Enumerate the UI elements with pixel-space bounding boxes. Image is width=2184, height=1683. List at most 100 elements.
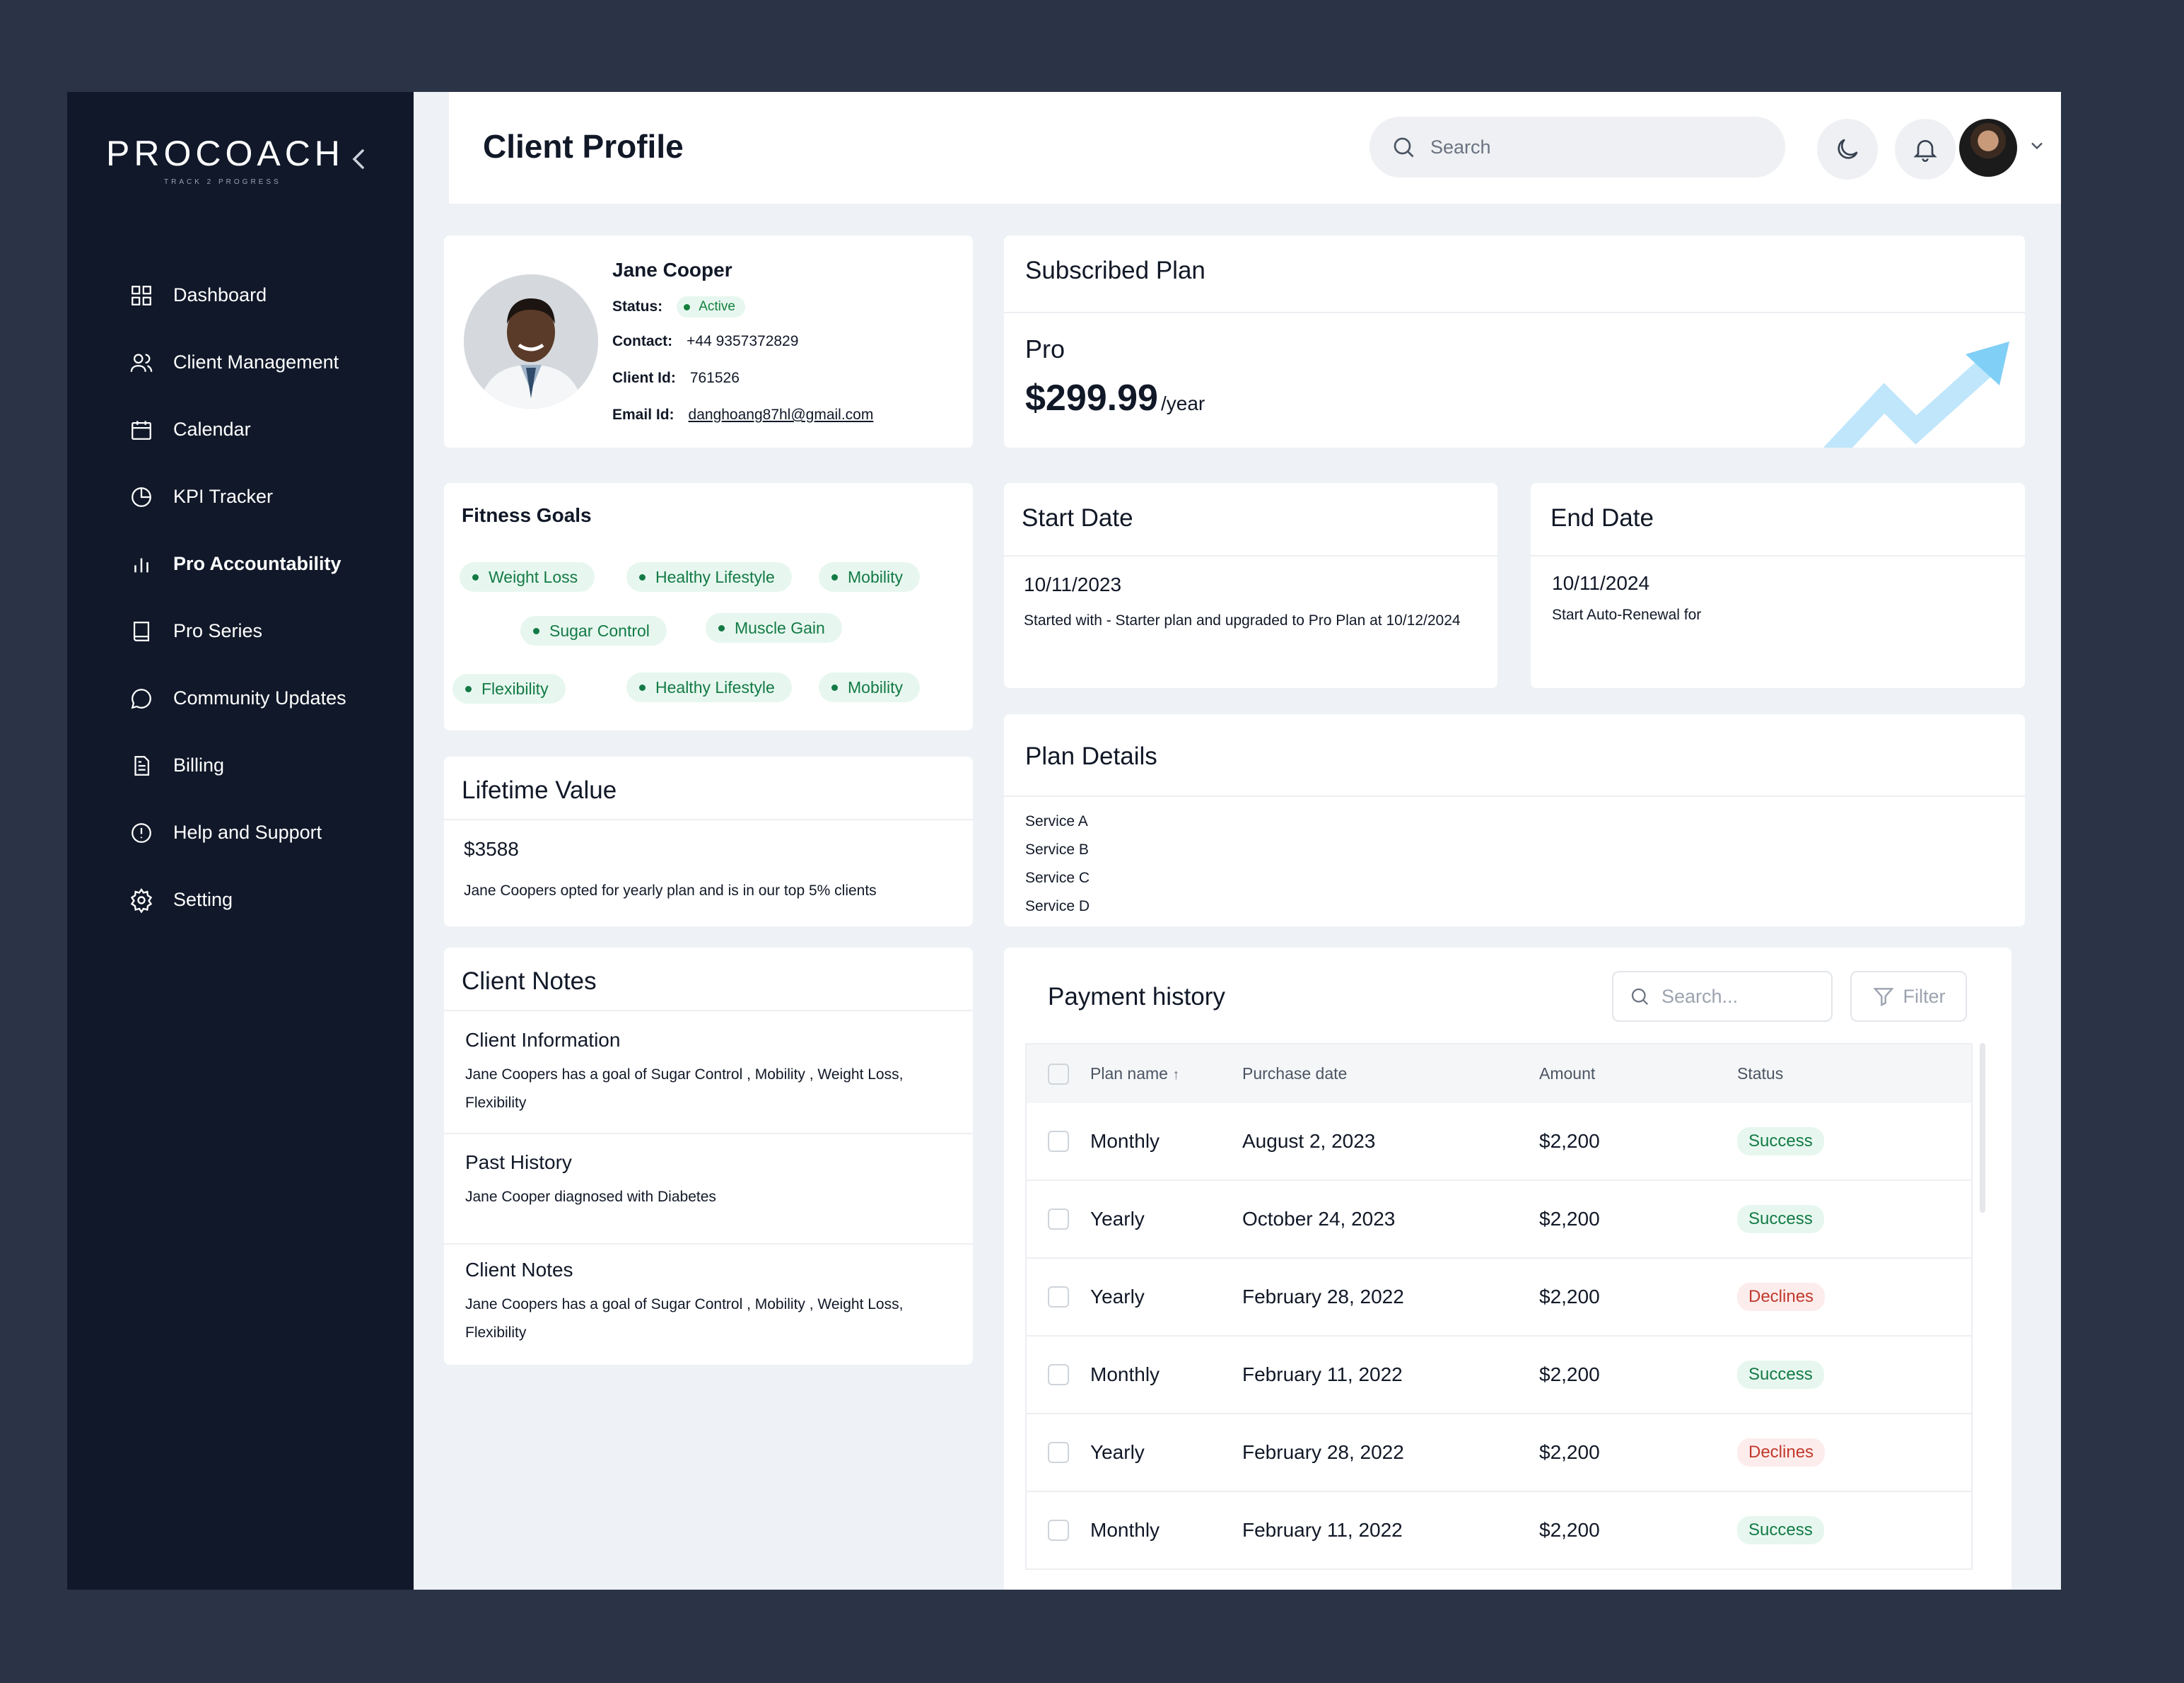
goal-chip: Sugar Control (520, 616, 667, 646)
lifetime-value-amount: $3588 (464, 838, 519, 860)
sidebar-item-calendar[interactable]: Calendar (127, 396, 403, 463)
sidebar-item-setting[interactable]: Setting (127, 866, 403, 933)
global-search[interactable] (1370, 117, 1785, 177)
sidebar-item-label: Community Updates (173, 687, 346, 709)
start-date-card: Start Date 10/11/2023 Started with - Sta… (1004, 483, 1497, 688)
sidebar-item-kpi-tracker[interactable]: KPI Tracker (127, 463, 403, 530)
sidebar-item-pro-series[interactable]: Pro Series (127, 598, 403, 665)
main-content: Client Profile (414, 92, 2061, 1590)
plan-details-card: Plan Details Service A Service B Service… (1004, 714, 2025, 926)
client-profile-card: Jane Cooper Status: Active Contact: +44 … (444, 235, 973, 448)
email-label: Email Id: (612, 407, 675, 423)
client-id-label: Client Id: (612, 370, 676, 386)
cell-amount: $2,200 (1539, 1519, 1600, 1541)
search-input[interactable] (1430, 136, 1770, 158)
pie-chart-icon (127, 483, 156, 511)
cell-plan: Monthly (1090, 1519, 1160, 1541)
cell-date: February 28, 2022 (1242, 1286, 1404, 1308)
client-name: Jane Cooper (612, 259, 732, 281)
goal-chip-label: Flexibility (481, 679, 549, 698)
service-item: Service B (1025, 842, 1089, 858)
cell-plan: Yearly (1090, 1441, 1145, 1463)
chat-icon (127, 685, 156, 713)
sidebar-item-client-management[interactable]: Client Management (127, 329, 403, 396)
note-heading: Past History (465, 1151, 572, 1173)
account-menu-toggle[interactable] (2027, 136, 2047, 159)
cell-date: August 2, 2023 (1242, 1130, 1376, 1152)
column-plan-name[interactable]: Plan name ↑ (1090, 1064, 1242, 1083)
payment-search-input[interactable] (1662, 985, 1831, 1008)
arrow-up-icon: ↑ (1172, 1067, 1180, 1083)
goal-chip: Mobility (819, 562, 920, 592)
row-checkbox[interactable] (1048, 1131, 1069, 1152)
sidebar-item-label: Pro Accountability (173, 553, 341, 574)
lifetime-value-title: Lifetime Value (462, 776, 617, 804)
sidebar-item-community-updates[interactable]: Community Updates (127, 665, 403, 732)
email-row: Email Id: danghoang87hl@gmail.com (612, 407, 873, 424)
end-date-note: Start Auto-Renewal for (1552, 607, 1702, 623)
column-amount[interactable]: Amount (1539, 1064, 1596, 1083)
sidebar-item-label: Client Management (173, 351, 339, 373)
service-item: Service C (1025, 870, 1090, 886)
page-title: Client Profile (483, 128, 684, 165)
goal-chip-label: Weight Loss (489, 567, 578, 586)
sidebar-item-billing[interactable]: Billing (127, 732, 403, 799)
goal-chip: Muscle Gain (706, 613, 842, 643)
services-list: Service A Service B Service C Service D (1025, 808, 1090, 921)
sidebar-item-label: Pro Series (173, 620, 263, 641)
payment-search[interactable] (1612, 971, 1833, 1022)
sidebar-item-dashboard[interactable]: Dashboard (127, 262, 403, 329)
note-heading: Client Information (465, 1029, 621, 1051)
cell-amount: $2,200 (1539, 1286, 1600, 1308)
row-checkbox[interactable] (1048, 1286, 1069, 1308)
dark-mode-toggle[interactable] (1817, 119, 1878, 180)
client-notes-title: Client Notes (462, 967, 597, 995)
book-icon (127, 617, 156, 646)
table-row[interactable]: Monthly February 11, 2022 $2,200 Success (1025, 1336, 1973, 1414)
table-scrollbar[interactable] (1980, 1043, 1985, 1213)
end-date-card: End Date 10/11/2024 Start Auto-Renewal f… (1531, 483, 2025, 688)
status-badge: Success (1737, 1361, 1824, 1389)
client-notes-card: Client Notes Client Information Jane Coo… (444, 948, 973, 1365)
table-row[interactable]: Yearly October 24, 2023 $2,200 Success (1025, 1181, 1973, 1259)
subscribed-plan-card: Subscribed Plan Pro $299.99 /year (1004, 235, 2025, 448)
contact-label: Contact: (612, 333, 673, 349)
logo-wordmark: PROCOACH (106, 134, 344, 173)
table-row[interactable]: Yearly February 28, 2022 $2,200 Declines (1025, 1414, 1973, 1492)
alert-circle-icon (127, 819, 156, 847)
user-avatar[interactable] (1959, 119, 2017, 177)
row-checkbox[interactable] (1048, 1209, 1069, 1230)
plan-details-title: Plan Details (1025, 742, 1157, 770)
subscribed-plan-title: Subscribed Plan (1025, 257, 1205, 284)
notifications-button[interactable] (1895, 119, 1956, 180)
sidebar-item-pro-accountability[interactable]: Pro Accountability (127, 530, 403, 598)
collapse-sidebar-button[interactable] (346, 147, 370, 171)
start-date-value: 10/11/2023 (1024, 573, 1122, 595)
contact-row: Contact: +44 9357372829 (612, 333, 798, 350)
row-checkbox[interactable] (1048, 1520, 1069, 1541)
top-header: Client Profile (449, 92, 2061, 204)
row-checkbox[interactable] (1048, 1364, 1069, 1385)
status-label: Status: (612, 298, 663, 315)
table-row[interactable]: Yearly February 28, 2022 $2,200 Declines (1025, 1259, 1973, 1336)
filter-label: Filter (1903, 985, 1946, 1007)
column-purchase-date[interactable]: Purchase date (1242, 1064, 1348, 1083)
fitness-goals-card: Fitness Goals Weight Loss Healthy Lifest… (444, 483, 973, 730)
table-row[interactable]: Monthly August 2, 2023 $2,200 Success (1025, 1103, 1973, 1181)
contact-value: +44 9357372829 (687, 333, 799, 349)
plan-name: Pro (1025, 334, 1065, 363)
filter-button[interactable]: Filter (1850, 971, 1967, 1022)
goal-chip-label: Muscle Gain (735, 618, 825, 637)
sidebar-item-help-and-support[interactable]: Help and Support (127, 799, 403, 866)
lifetime-value-note: Jane Coopers opted for yearly plan and i… (464, 883, 877, 899)
client-photo (464, 274, 598, 409)
goal-chip: Flexibility (452, 674, 566, 704)
status-badge: Success (1737, 1205, 1824, 1233)
email-link[interactable]: danghoang87hl@gmail.com (688, 407, 874, 423)
table-header: Plan name ↑ Purchase date Amount Status (1025, 1043, 1973, 1103)
select-all-checkbox[interactable] (1048, 1063, 1069, 1085)
row-checkbox[interactable] (1048, 1442, 1069, 1463)
service-item: Service D (1025, 898, 1090, 914)
column-status[interactable]: Status (1737, 1064, 1784, 1083)
table-row[interactable]: Monthly February 11, 2022 $2,200 Success (1025, 1492, 1973, 1570)
